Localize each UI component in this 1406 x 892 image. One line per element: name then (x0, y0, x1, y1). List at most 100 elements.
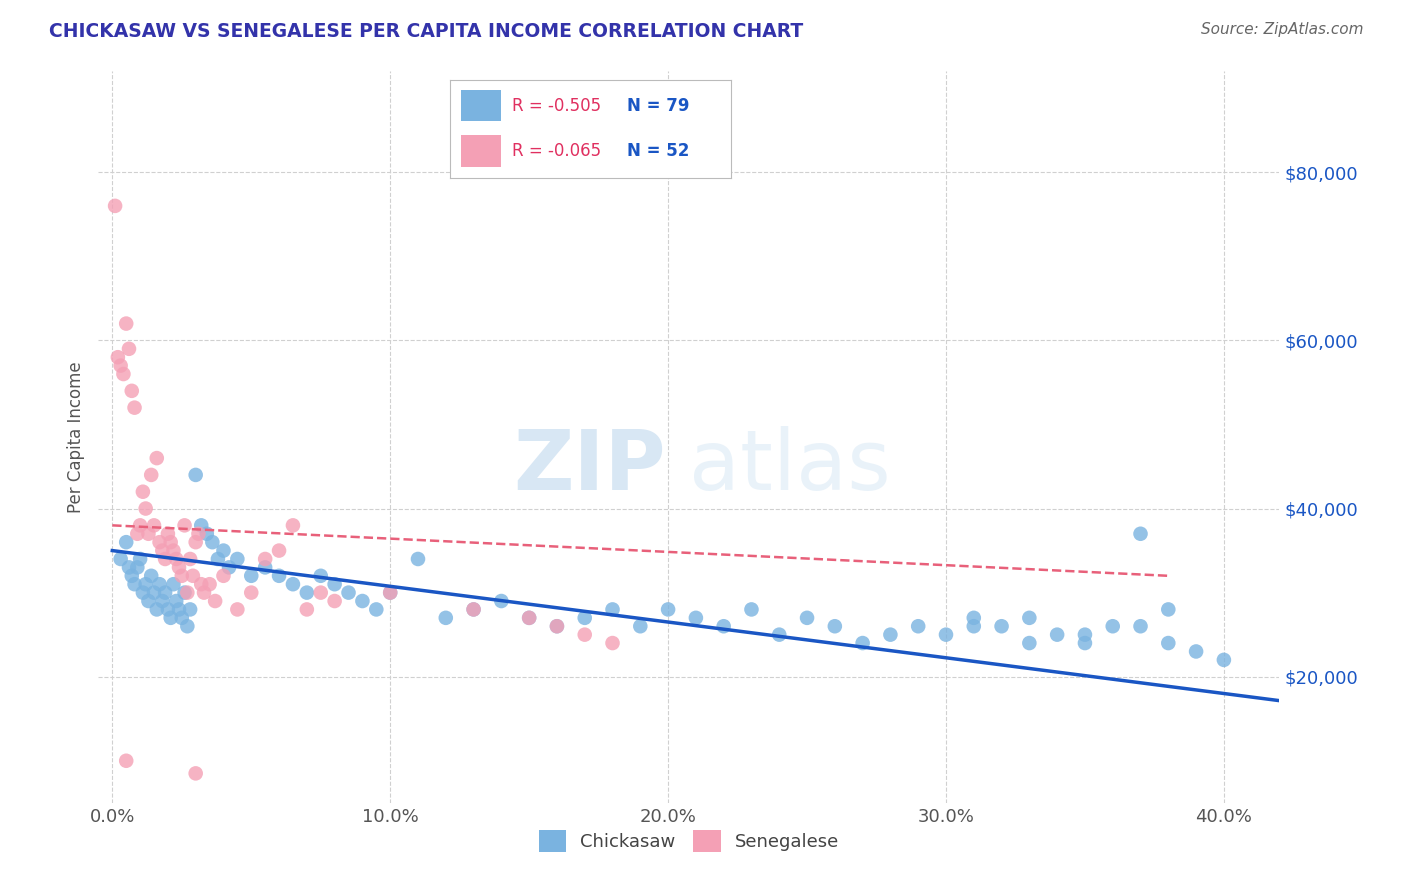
Point (110, 359, 132, 373)
Point (153, 585, 176, 599)
Point (146, 451, 169, 466)
Point (546, 619, 568, 633)
Point (1129, 619, 1152, 633)
Point (990, 619, 1012, 633)
Point (740, 602, 762, 616)
Point (135, 577, 157, 591)
Text: R = -0.505: R = -0.505 (512, 97, 600, 115)
Point (212, 543, 235, 558)
Point (226, 602, 249, 616)
Text: ZIP: ZIP (513, 425, 665, 507)
Point (132, 585, 155, 599)
Point (176, 619, 198, 633)
Point (173, 585, 195, 599)
Point (309, 569, 332, 583)
Point (1129, 526, 1152, 541)
Point (132, 484, 155, 499)
Point (141, 569, 163, 583)
Point (118, 560, 141, 574)
Point (768, 627, 790, 641)
Point (190, 518, 212, 533)
Point (162, 543, 184, 558)
Point (657, 602, 679, 616)
Point (218, 560, 240, 574)
Point (150, 543, 173, 558)
Point (1157, 602, 1180, 616)
Point (135, 501, 157, 516)
Legend: Chickasaw, Senegalese: Chickasaw, Senegalese (531, 823, 846, 860)
Point (207, 552, 229, 566)
Point (963, 619, 986, 633)
Point (162, 577, 184, 591)
Point (167, 560, 190, 574)
Point (179, 552, 201, 566)
Point (434, 611, 457, 625)
Point (517, 611, 540, 625)
Point (184, 535, 207, 549)
Point (517, 611, 540, 625)
Point (212, 569, 235, 583)
Point (1018, 611, 1040, 625)
Point (156, 602, 179, 616)
Point (1018, 636, 1040, 650)
Point (574, 611, 596, 625)
Point (713, 619, 735, 633)
Point (104, 199, 127, 213)
Point (167, 602, 190, 616)
Point (852, 636, 875, 650)
Point (129, 552, 152, 566)
Point (118, 342, 141, 356)
Bar (461, 136, 501, 167)
Point (628, 619, 651, 633)
Point (176, 585, 198, 599)
Point (170, 611, 193, 625)
Point (1212, 653, 1234, 667)
Point (204, 594, 226, 608)
Point (463, 602, 485, 616)
Point (254, 552, 277, 566)
Point (170, 569, 193, 583)
Text: R = -0.065: R = -0.065 (512, 142, 600, 160)
Text: CHICKASAW VS SENEGALESE PER CAPITA INCOME CORRELATION CHART: CHICKASAW VS SENEGALESE PER CAPITA INCOM… (49, 22, 803, 41)
Point (150, 594, 173, 608)
Point (148, 577, 170, 591)
Point (352, 594, 374, 608)
Point (179, 602, 201, 616)
Point (156, 526, 179, 541)
Point (1185, 644, 1208, 658)
Point (602, 636, 624, 650)
Point (173, 518, 195, 533)
Point (879, 627, 901, 641)
Point (1046, 627, 1069, 641)
Point (143, 518, 166, 533)
Point (201, 535, 224, 549)
Point (254, 560, 277, 574)
Point (184, 467, 207, 482)
Point (602, 602, 624, 616)
Point (281, 518, 304, 533)
Point (380, 585, 402, 599)
Point (159, 535, 181, 549)
Point (295, 602, 318, 616)
Point (153, 552, 176, 566)
Y-axis label: Per Capita Income: Per Capita Income (66, 361, 84, 513)
Bar (461, 90, 501, 121)
Point (226, 552, 249, 566)
Point (267, 543, 290, 558)
Point (124, 401, 146, 415)
Point (129, 518, 152, 533)
Point (281, 577, 304, 591)
Point (685, 611, 707, 625)
Point (143, 585, 166, 599)
Point (295, 585, 318, 599)
Point (198, 577, 221, 591)
Point (380, 585, 402, 599)
Point (127, 526, 149, 541)
Text: N = 79: N = 79 (627, 97, 689, 115)
Point (463, 602, 485, 616)
Point (935, 627, 957, 641)
Point (181, 569, 204, 583)
Point (546, 619, 568, 633)
Point (121, 384, 143, 398)
Point (240, 569, 263, 583)
